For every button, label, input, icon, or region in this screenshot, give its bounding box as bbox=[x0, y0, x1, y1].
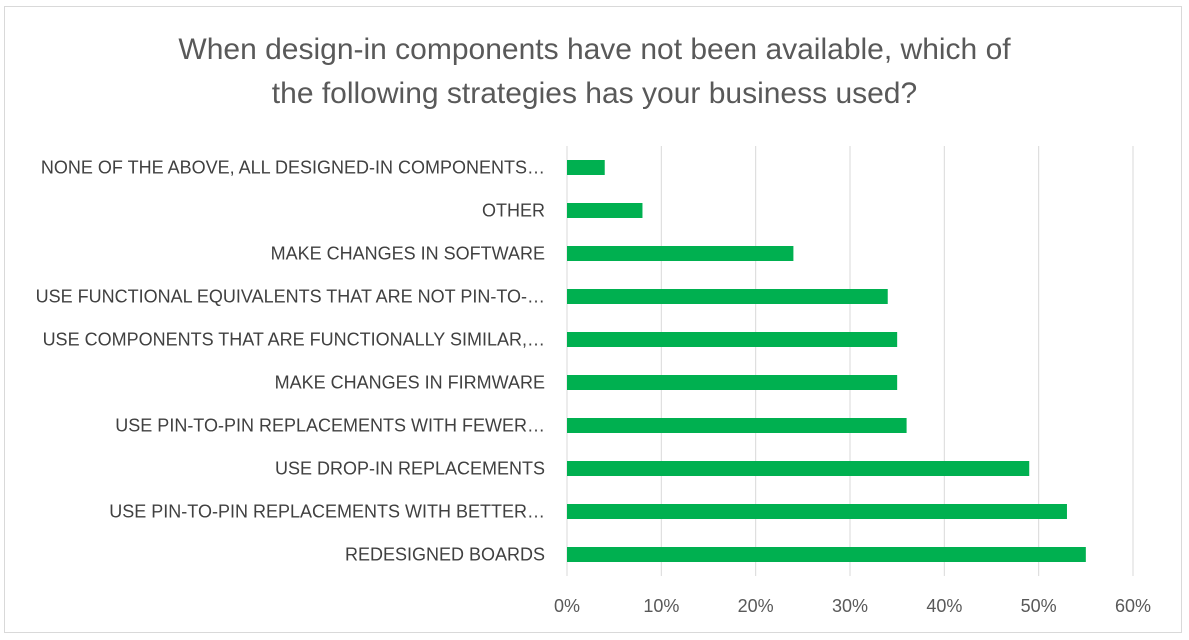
x-tick-label: 10% bbox=[643, 596, 679, 616]
x-tick-label: 0% bbox=[554, 596, 580, 616]
category-label: MAKE CHANGES IN FIRMWARE bbox=[275, 373, 545, 393]
category-label: USE COMPONENTS THAT ARE FUNCTIONALLY SIM… bbox=[43, 330, 545, 350]
bar bbox=[567, 289, 888, 304]
bar bbox=[567, 461, 1030, 476]
bar bbox=[567, 332, 898, 347]
bar bbox=[567, 504, 1067, 519]
x-axis-tick-labels: 0% 10% 20% 30% 40% 50% 60% bbox=[554, 596, 1151, 616]
x-tick-label: 30% bbox=[832, 596, 868, 616]
bar bbox=[567, 418, 907, 433]
category-label: USE PIN-TO-PIN REPLACEMENTS WITH BETTER… bbox=[109, 502, 545, 522]
chart-frame bbox=[4, 6, 1182, 633]
category-label: NONE OF THE ABOVE, ALL DESIGNED-IN COMPO… bbox=[41, 158, 545, 178]
category-labels: NONE OF THE ABOVE, ALL DESIGNED-IN COMPO… bbox=[36, 158, 545, 565]
chart-title-line2: the following strategies has your busine… bbox=[271, 77, 918, 110]
chart-title: When design-in components have not been … bbox=[0, 28, 1189, 116]
bars bbox=[567, 160, 1086, 562]
bar bbox=[567, 547, 1086, 562]
category-label: REDESIGNED BOARDS bbox=[345, 545, 545, 565]
category-label: OTHER bbox=[482, 201, 545, 221]
category-label: MAKE CHANGES IN SOFTWARE bbox=[271, 244, 545, 264]
bar bbox=[567, 246, 794, 261]
x-tick-label: 40% bbox=[926, 596, 962, 616]
bar bbox=[567, 375, 898, 390]
bar bbox=[567, 203, 643, 218]
bar bbox=[567, 160, 605, 175]
category-label: USE PIN-TO-PIN REPLACEMENTS WITH FEWER… bbox=[115, 416, 545, 436]
x-tick-label: 60% bbox=[1115, 596, 1151, 616]
x-tick-label: 50% bbox=[1021, 596, 1057, 616]
category-label: USE DROP-IN REPLACEMENTS bbox=[275, 459, 545, 479]
x-tick-label: 20% bbox=[738, 596, 774, 616]
chart-title-line1: When design-in components have not been … bbox=[178, 33, 1011, 66]
category-label: USE FUNCTIONAL EQUIVALENTS THAT ARE NOT … bbox=[36, 287, 545, 307]
